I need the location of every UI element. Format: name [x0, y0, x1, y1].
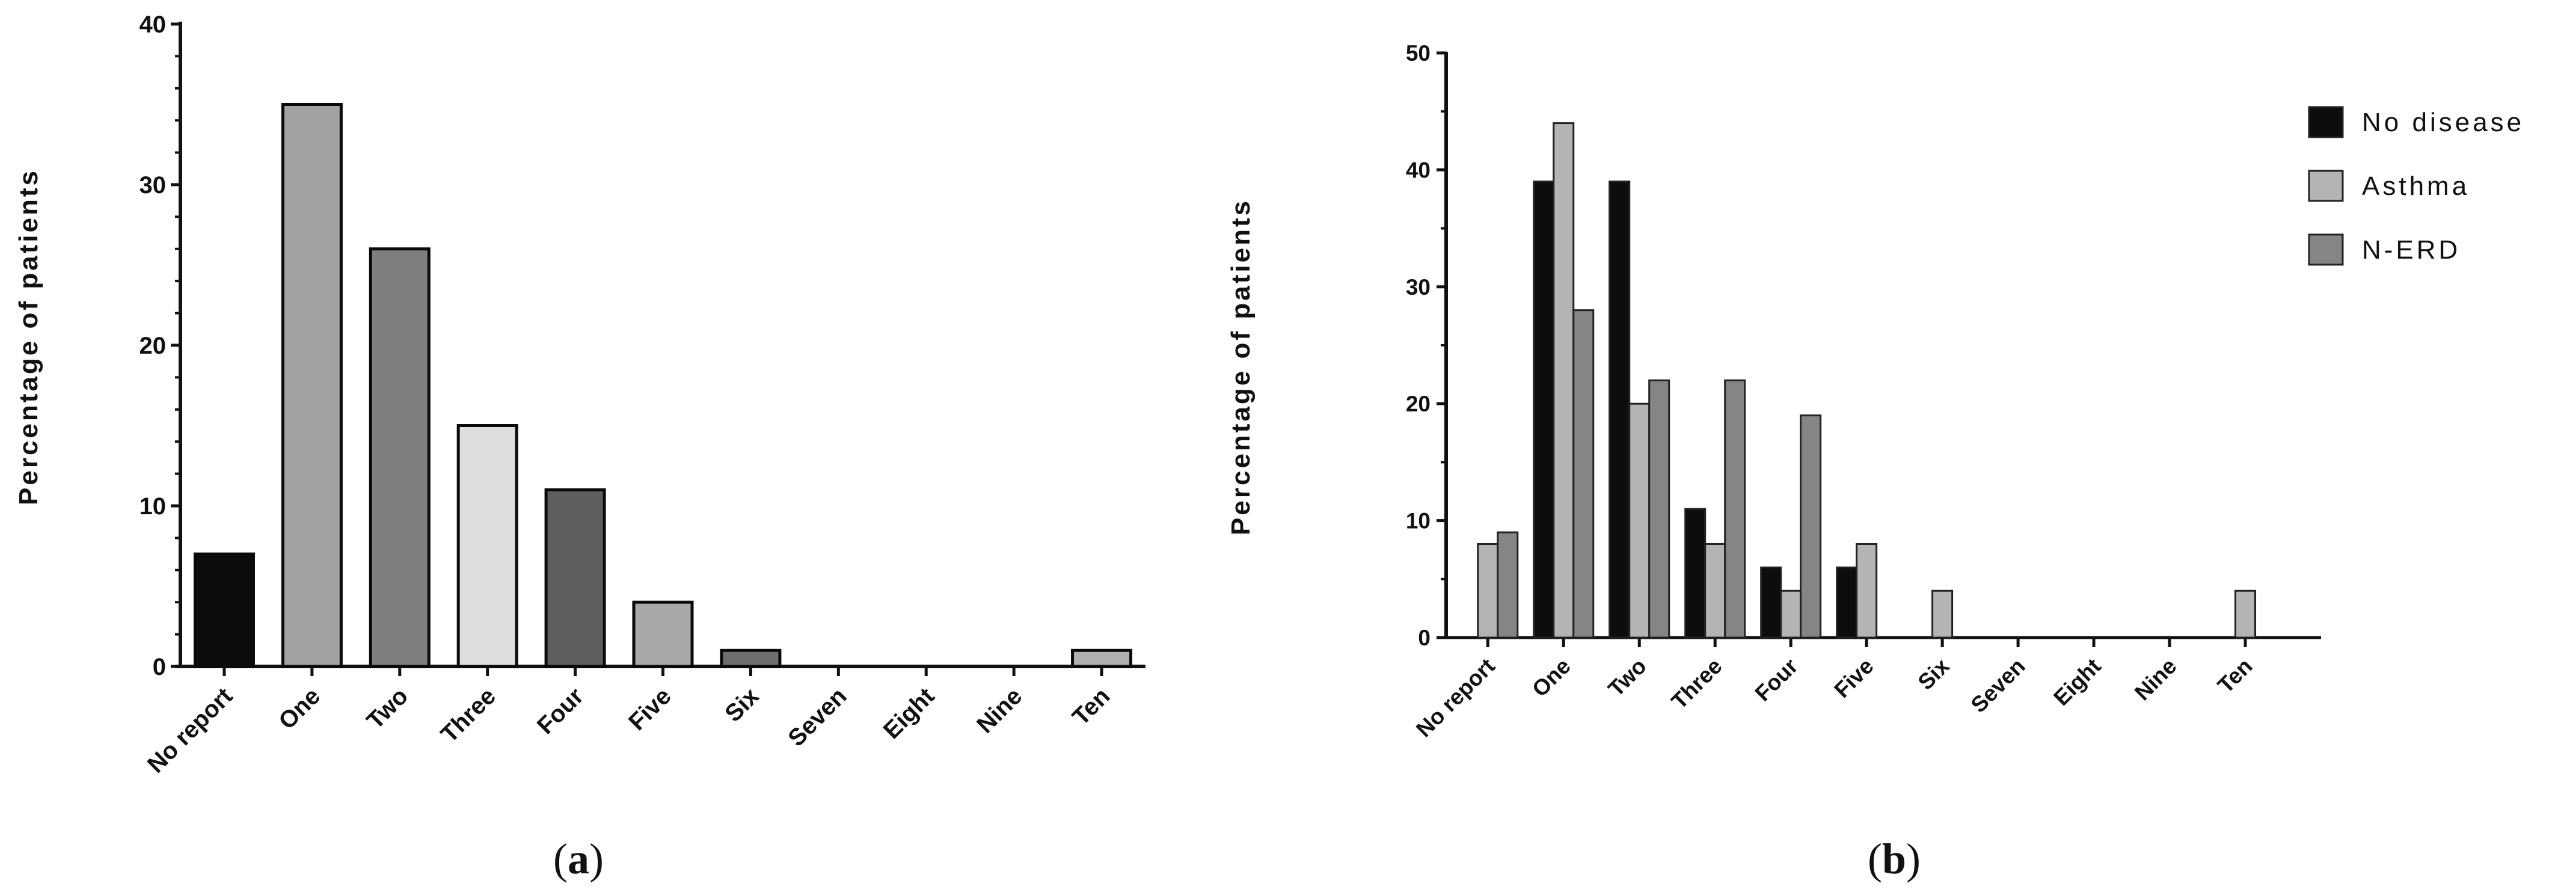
- panel-b-y-tick-label: 0: [1418, 626, 1431, 650]
- panel-a-chart: 0 10 20 30 40 No report One Two Three Four Five Si…: [14, 11, 1145, 883]
- panel-b-legend-label-asthma: Asthma: [2362, 171, 2470, 201]
- panel-b-bar-n-erd-three: [1724, 379, 1746, 639]
- panel-b-bar-asthma-no-report: [1477, 543, 1499, 639]
- panel-b-legend-swatch-n-erd: [2308, 233, 2344, 266]
- panel-b-x-tick-label: Nine: [2130, 654, 2182, 706]
- panel-a-bar-one: [281, 103, 343, 668]
- panel-a-y-tick-label: 10: [140, 493, 167, 520]
- panel-a-y-tick-label: 20: [140, 333, 167, 359]
- panel-a-y-tick-label: 30: [140, 172, 167, 198]
- panel-a-x-tick-label: No report: [143, 683, 238, 778]
- panel-a-bar-three: [456, 424, 518, 668]
- panel-b-x-tick-label: Eight: [2049, 654, 2105, 710]
- panel-b-bar-asthma-six: [1931, 589, 1954, 639]
- panel-b-bar-n-erd-two: [1648, 379, 1670, 639]
- panel-b-y-tick-label: 10: [1406, 509, 1431, 534]
- panel-a-x-tick-label: Three: [436, 683, 501, 748]
- panel-b-y-tick-label: 20: [1406, 392, 1431, 416]
- panel-a-y-tick-label: 0: [153, 654, 166, 680]
- panel-a-x-tick-label: Ten: [1067, 683, 1115, 730]
- panel-b-x-tick-label: Three: [1667, 654, 1727, 714]
- panel-b-bar-asthma-five: [1856, 543, 1878, 639]
- panel-b-bar-n-erd-no-report: [1497, 531, 1519, 639]
- panel-b-y-tick-label: 50: [1406, 41, 1431, 66]
- panel-b-bar-no-disease-two: [1608, 180, 1631, 639]
- panel-a-x-tick-label: One: [274, 683, 325, 734]
- panel-a-x-tick-label: Nine: [972, 683, 1027, 738]
- panel-b-legend-label-no-disease: No disease: [2362, 108, 2524, 137]
- panel-a-x-tick-label: Six: [720, 683, 764, 727]
- panel-a-y-tick-label: 40: [140, 11, 167, 38]
- panel-a-y-tick-labels: 0 10 20 30 40: [140, 11, 167, 680]
- panel-b-caption-label: b: [1882, 835, 1906, 883]
- panel-a-x-tick-label: Five: [624, 683, 676, 736]
- panel-b-x-tick-labels: No report One Two Three Four Five Six Seven Eigh…: [1411, 653, 2257, 742]
- panel-a-bar-two: [369, 247, 431, 668]
- panel-b-y-tick-label: 40: [1406, 158, 1431, 182]
- panel-a-x-tick-label: Seven: [783, 683, 851, 751]
- panel-a-x-tick-label: Two: [362, 683, 414, 734]
- panel-a-y-axis-label: Percentage of patients: [14, 168, 43, 505]
- panel-b-legend-swatch-no-disease: [2308, 106, 2344, 138]
- panel-b-legend: No disease Asthma N-ERD: [2308, 106, 2524, 266]
- panel-b-bar-asthma-one: [1553, 122, 1575, 639]
- panel-b-x-tick-label: Five: [1829, 654, 1878, 703]
- panel-b-x-tick-label: Ten: [2213, 654, 2257, 698]
- panel-a-caption-label: a: [568, 835, 589, 883]
- panel-b-y-tick-labels: 0 10 20 30 40 50: [1406, 41, 1431, 650]
- panel-b-bar-n-erd-four: [1800, 414, 1822, 639]
- panel-a-bars: [193, 103, 1133, 668]
- panel-b-bar-asthma-three: [1704, 543, 1726, 639]
- panel-b-x-tick-label: One: [1527, 654, 1575, 702]
- panel-b-bar-no-disease-one: [1533, 180, 1555, 639]
- panel-b-bar-no-disease-five: [1836, 566, 1858, 639]
- panel-a-bar-four: [544, 488, 606, 668]
- panel-b-x-tick-label: Four: [1750, 654, 1803, 706]
- panel-b-bar-no-disease-three: [1684, 508, 1707, 639]
- panel-b-bar-asthma-four: [1780, 589, 1802, 639]
- panel-b-chart: 0 10 20 30 40 50 No report One Two Three Four Five…: [1226, 41, 2524, 883]
- panel-a-bar-no-report: [193, 552, 255, 668]
- panel-b-bar-no-disease-four: [1760, 566, 1782, 639]
- panel-b-legend-label-n-erd: N-ERD: [2362, 235, 2461, 265]
- panel-a-x-tick-label: Four: [532, 683, 589, 739]
- panel-a-x-tick-label: Eight: [879, 683, 940, 744]
- panel-b-caption: (b): [1868, 835, 1921, 883]
- panel-b-bar-asthma-two: [1628, 402, 1651, 639]
- panel-b-bar-n-erd-one: [1572, 309, 1595, 639]
- panel-b-bar-asthma-ten: [2234, 589, 2257, 639]
- panel-b-y-axis-label: Percentage of patients: [1226, 198, 1256, 535]
- panel-a-bar-six: [720, 648, 782, 668]
- panel-b-legend-swatch-asthma: [2308, 170, 2344, 202]
- panel-b-x-tick-label: Two: [1604, 654, 1651, 701]
- panel-b-x-tick-label: No report: [1411, 654, 1500, 742]
- panel-a-bar-five: [632, 600, 694, 668]
- panel-a-x-tick-labels: No report One Two Three Four Five Six Seven Eigh…: [143, 683, 1115, 778]
- panel-b-y-tick-label: 30: [1406, 275, 1431, 300]
- panel-b-x-tick-label: Seven: [1966, 654, 2030, 718]
- panel-a-bar-ten: [1071, 648, 1133, 668]
- panel-b-x-tick-label: Six: [1913, 653, 1955, 695]
- panel-a-caption: (a): [553, 835, 604, 883]
- panel-b-bars: [1477, 122, 2257, 639]
